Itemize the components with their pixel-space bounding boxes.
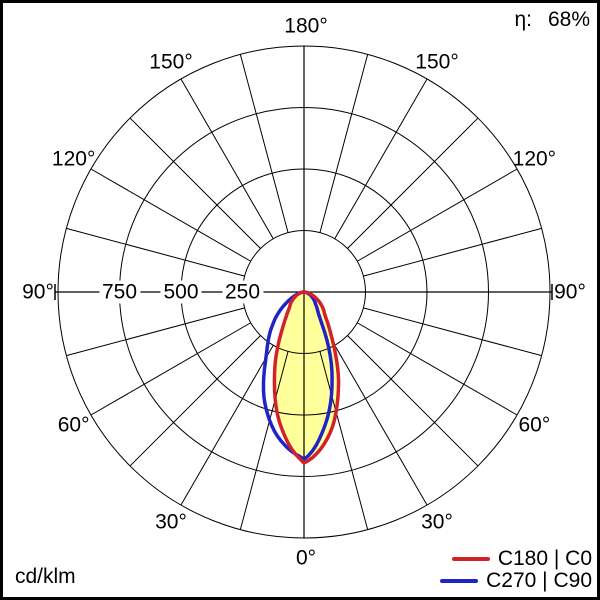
- grid-spoke-285: [66, 307, 245, 357]
- angle-label-60-left: 60°: [57, 413, 90, 437]
- angle-label-0: 0°: [295, 546, 317, 570]
- grid-spoke-105: [363, 227, 542, 277]
- angle-label-90-left: 90°: [22, 280, 54, 304]
- legend-item-1: C270 | C90: [440, 570, 592, 591]
- grid-spoke-240: [90, 168, 251, 262]
- legend-swatch-1: [440, 578, 479, 583]
- legend-swatch-0: [451, 556, 490, 561]
- grid-spoke-75: [363, 307, 542, 357]
- curve-C180-C0: [272, 290, 341, 465]
- angle-label-90-right: 90°: [554, 280, 586, 304]
- radial-label-250: 250: [221, 280, 264, 304]
- grid-spoke-135: [347, 117, 479, 249]
- grid-spoke-300: [90, 322, 251, 416]
- radial-label-750: 750: [98, 280, 141, 304]
- efficiency-readout: η: 68%: [514, 8, 590, 31]
- angle-label-150-left: 150°: [149, 50, 193, 74]
- grid-spoke-60: [357, 322, 518, 416]
- grid-spoke-255: [66, 227, 245, 277]
- legend-item-0: C180 | C0: [451, 547, 592, 570]
- polar-chart: [54, 45, 553, 539]
- angle-label-180: 180°: [284, 14, 328, 38]
- grid-spoke-45: [347, 335, 479, 467]
- grid-spoke-345: [239, 351, 289, 530]
- angle-label-30-left: 30°: [155, 510, 187, 534]
- radial-label-500: 500: [160, 280, 202, 304]
- legend: C180 | C0 C270 | C90: [440, 548, 592, 591]
- grid-spoke-30: [334, 345, 428, 506]
- grid-spoke-225: [129, 117, 261, 249]
- angle-label-30-right: 30°: [421, 510, 453, 534]
- grid-spoke-210: [180, 78, 274, 239]
- angle-label-120-left: 120°: [51, 147, 96, 171]
- beam-fill: [274, 292, 339, 463]
- legend-label-0: C180 | C0: [497, 547, 592, 570]
- grid-spoke-195: [239, 54, 289, 233]
- grid-spoke-165: [319, 54, 369, 233]
- grid-spoke-315: [129, 335, 261, 467]
- grid-spoke-15: [319, 351, 369, 530]
- unit-label: cd/klm: [15, 564, 76, 588]
- angle-label-120-right: 120°: [512, 147, 557, 171]
- legend-label-1: C270 | C90: [486, 569, 592, 592]
- grid-spoke-330: [180, 345, 274, 506]
- grid-spoke-120: [357, 168, 518, 262]
- angle-label-60-right: 60°: [518, 413, 551, 437]
- grid-spoke-150: [334, 78, 428, 239]
- eta-value: 68%: [547, 8, 590, 31]
- eta-label: η:: [514, 8, 532, 31]
- angle-label-150-right: 150°: [415, 50, 459, 74]
